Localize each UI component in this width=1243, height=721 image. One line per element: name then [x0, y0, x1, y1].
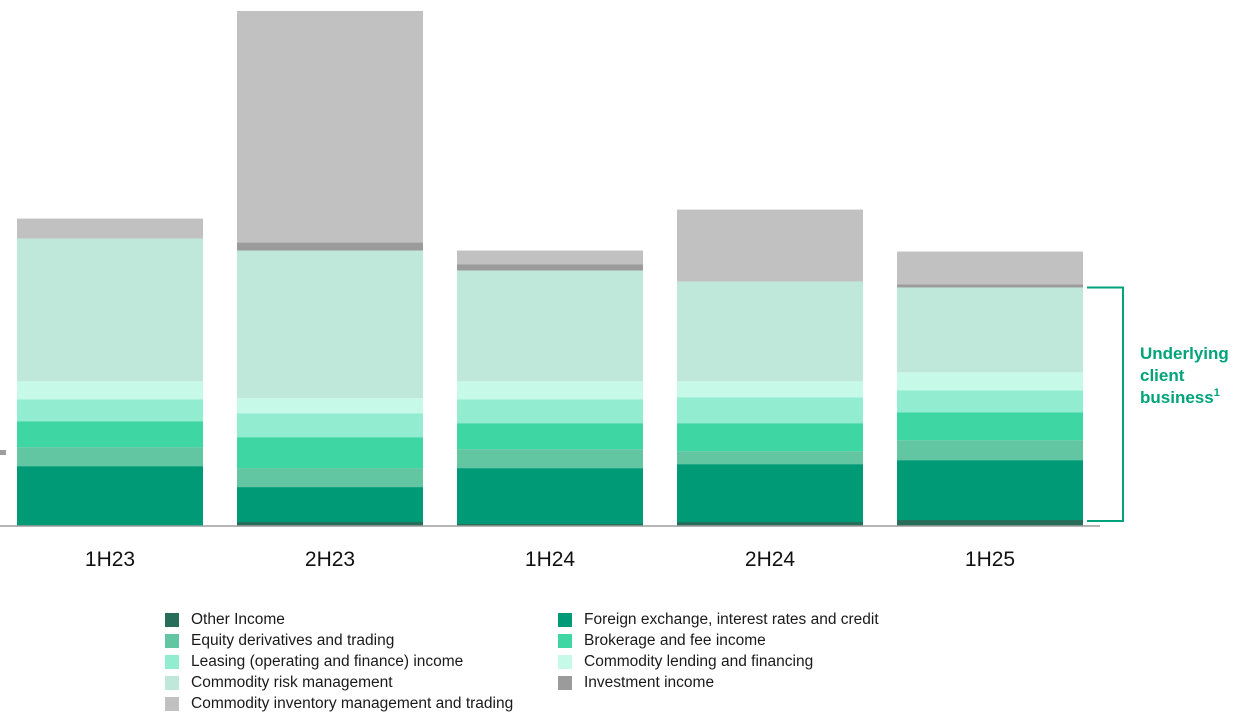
legend-swatch	[165, 676, 179, 690]
legend-swatch	[558, 634, 572, 648]
legend-swatch	[558, 613, 572, 627]
x-tick-label: 1H23	[85, 548, 135, 571]
legend-item: Investment income	[558, 673, 918, 693]
legend-swatch	[558, 655, 572, 669]
legend-swatch	[165, 697, 179, 711]
footnote-superscript: 1	[1214, 387, 1220, 399]
bar-segment-1H25-3	[897, 412, 1083, 441]
legend-swatch	[165, 655, 179, 669]
bar-segment-1H23-4	[17, 399, 203, 422]
bar-segment-1H24-6	[457, 270, 643, 382]
x-tick-label: 1H24	[525, 548, 576, 571]
bracket-label-line: business1	[1140, 387, 1220, 407]
bar-segment-2H23-1	[237, 487, 423, 522]
bar-segment-2H24-0	[677, 522, 863, 526]
bar-segment-2H24-1	[677, 464, 863, 523]
underlying-client-business-bracket: Underlying client business1	[1087, 286, 1229, 522]
legend-label: Investment income	[584, 674, 715, 691]
bar-segment-2H24-3	[677, 423, 863, 452]
legend-item: Equity derivatives and trading	[165, 631, 558, 651]
bar-segment-1H24-2	[457, 449, 643, 469]
bar-segment-2H24-2	[677, 451, 863, 465]
legend-item: Commodity risk management	[165, 673, 558, 693]
bar-segment-1H24-3	[457, 423, 643, 450]
legend-swatch	[558, 676, 572, 690]
bar-segment-2H23-6	[237, 250, 423, 399]
legend-label: Commodity lending and financing	[584, 653, 814, 670]
legend-swatch	[165, 634, 179, 648]
bar-segment-1H24-0	[457, 524, 643, 526]
legend-label: Brokerage and fee income	[584, 632, 766, 649]
bar-segment-1H24-8	[457, 250, 643, 265]
bar-segment-2H23-7	[237, 242, 423, 251]
bar-segment-1H23-2	[17, 447, 203, 467]
bar-segment-1H25-4	[897, 390, 1083, 413]
bar-segment-2H23-3	[237, 437, 423, 469]
bar-segment-1H25-5	[897, 372, 1083, 391]
legend-label: Foreign exchange, interest rates and cre…	[584, 611, 879, 628]
legend-item: Foreign exchange, interest rates and cre…	[558, 610, 918, 630]
legend-item: Commodity lending and financing	[558, 652, 918, 672]
bar-segment-1H24-7	[457, 264, 643, 271]
legend-label: Commodity inventory management and tradi…	[191, 695, 514, 712]
bar-segment-2H23-0	[237, 522, 423, 526]
bar-segment-1H23-1	[17, 466, 203, 526]
legend-label: Commodity risk management	[191, 674, 393, 691]
bar-segment-2H24-8	[677, 209, 863, 282]
bar-segment-2H23-2	[237, 468, 423, 488]
legend-item: Brokerage and fee income	[558, 631, 918, 651]
x-tick-label: 2H23	[305, 548, 355, 571]
bar-segment-1H25-2	[897, 440, 1083, 461]
bracket-label-line: client	[1140, 366, 1185, 385]
bracket-line	[1087, 286, 1124, 522]
x-tick-labels: 1H23 2H23 1H24 2H24 1H25	[85, 548, 1015, 571]
bar-segment-1H25-0	[897, 520, 1083, 526]
legend-swatch	[165, 613, 179, 627]
bar-segment-2H24-4	[677, 397, 863, 424]
bars-group	[17, 10, 1083, 526]
legend: Other Income Foreign exchange, interest r…	[165, 610, 925, 714]
axis-stub	[0, 450, 6, 455]
bar-segment-2H24-5	[677, 381, 863, 398]
x-tick-label: 2H24	[745, 548, 796, 571]
bar-segment-2H23-4	[237, 413, 423, 438]
bar-segment-1H25-7	[897, 284, 1083, 288]
bracket-label-line: Underlying	[1140, 344, 1229, 363]
bar-segment-1H24-5	[457, 381, 643, 400]
legend-item: Other Income	[165, 610, 558, 630]
bar-segment-2H24-6	[677, 281, 863, 382]
bar-segment-1H23-6	[17, 238, 203, 382]
bar-segment-1H25-6	[897, 287, 1083, 373]
legend-label: Equity derivatives and trading	[191, 632, 395, 649]
bar-segment-1H25-8	[897, 251, 1083, 285]
legend-item: Leasing (operating and finance) income	[165, 652, 558, 672]
bar-segment-1H24-1	[457, 468, 643, 524]
bar-segment-2H23-8	[237, 10, 423, 243]
bar-segment-1H23-5	[17, 381, 203, 400]
bar-segment-1H25-1	[897, 460, 1083, 521]
bar-segment-2H23-5	[237, 398, 423, 414]
x-tick-label: 1H25	[965, 548, 1015, 571]
bar-segment-1H24-4	[457, 399, 643, 424]
bar-segment-1H23-3	[17, 421, 203, 448]
bar-segment-1H23-8	[17, 218, 203, 239]
legend-label: Leasing (operating and finance) income	[191, 653, 464, 670]
legend-label: Other Income	[191, 611, 285, 628]
legend-item: Commodity inventory management and tradi…	[165, 694, 558, 714]
